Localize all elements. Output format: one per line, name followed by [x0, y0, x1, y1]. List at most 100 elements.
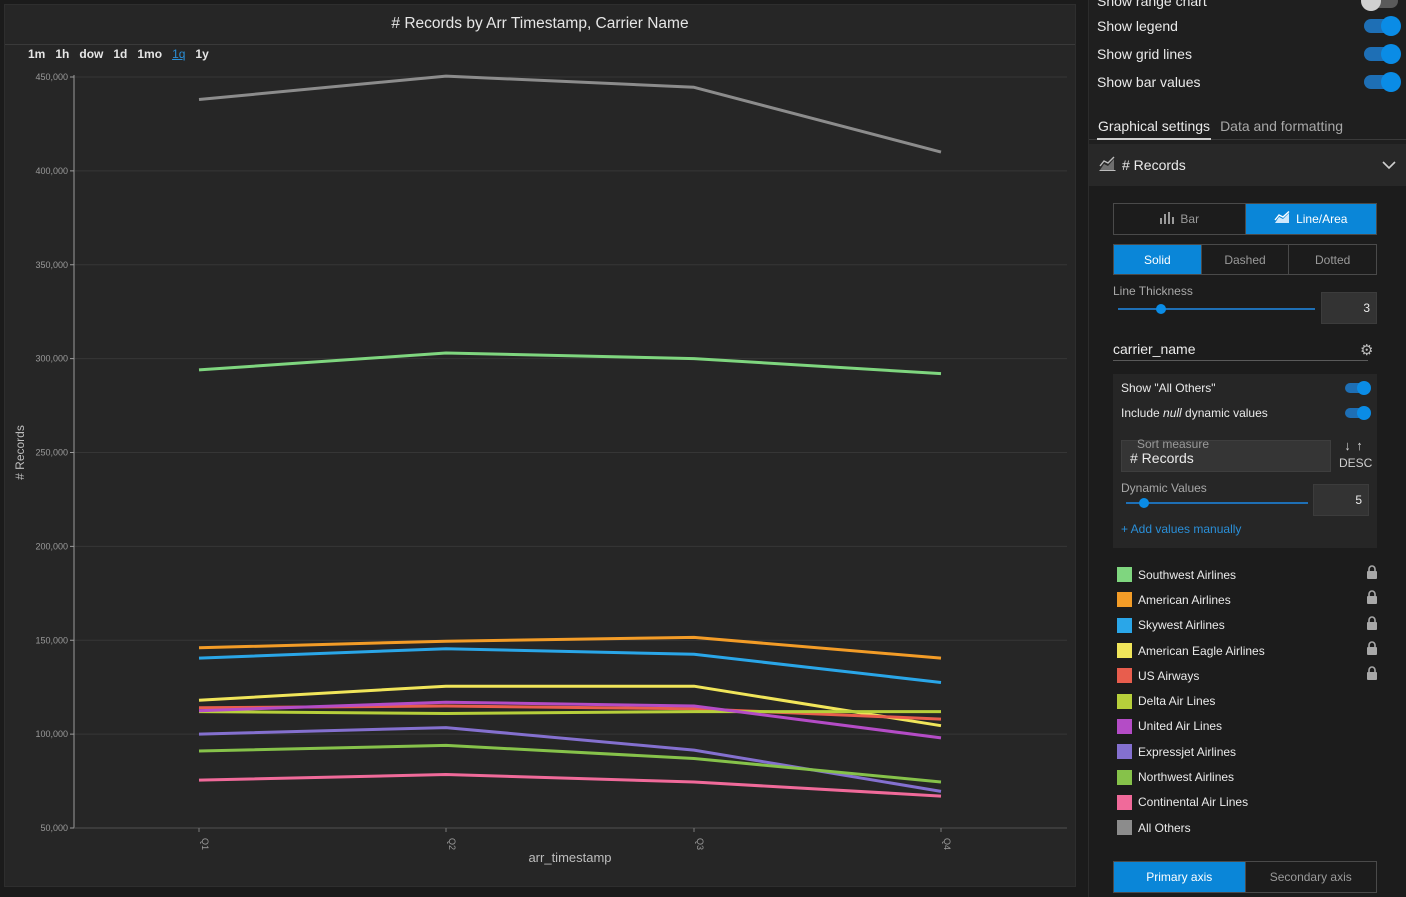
series-line[interactable] — [198, 351, 942, 376]
series-color-swatch[interactable] — [1117, 794, 1132, 810]
axis-selector: Primary axis Secondary axis — [1113, 861, 1377, 893]
series-item[interactable]: Continental Air Lines — [1117, 790, 1381, 815]
chart-type-bar-button[interactable]: Bar — [1114, 204, 1246, 234]
line-style-dashed-button[interactable]: Dashed — [1202, 245, 1290, 274]
toggle-label-bar-values: Show bar values — [1097, 74, 1201, 90]
y-tick-label: 400,000 — [35, 166, 68, 176]
line-style-dotted-button[interactable]: Dotted — [1315, 252, 1351, 267]
granularity-1y-button[interactable]: 1y — [195, 47, 209, 61]
y-tick-label: 150,000 — [35, 635, 68, 645]
sort-direction-button[interactable]: ↓ ↑ DESC — [1339, 438, 1372, 470]
series-color-swatch[interactable] — [1117, 617, 1132, 633]
series-line[interactable] — [198, 773, 942, 798]
line-chart: 50,000 100,000 150,000 200,000 250,000 300,00… — [13, 72, 1067, 865]
x-tick-label: Q1 — [200, 838, 210, 850]
series-color-swatch[interactable] — [1117, 718, 1132, 734]
series-label: Delta Air Lines — [1138, 694, 1216, 709]
chart-panel: # Records by Arr Timestamp, Carrier Name… — [4, 4, 1076, 887]
chevron-down-icon[interactable] — [1382, 157, 1396, 173]
series-color-swatch[interactable] — [1117, 567, 1132, 583]
show-all-others-row: Show "All Others" — [1121, 379, 1371, 397]
series-item[interactable]: United Air Lines — [1117, 714, 1381, 739]
secondary-axis-button[interactable]: Secondary axis — [1269, 870, 1352, 884]
series-label: Continental Air Lines — [1138, 795, 1249, 810]
lock-icon[interactable] — [1366, 615, 1378, 630]
dimension-settings-box: Show "All Others" Include null dynamic v… — [1113, 374, 1377, 548]
range-chart-toggle[interactable] — [1361, 0, 1398, 11]
series-color-swatch[interactable] — [1117, 744, 1132, 760]
dynamic-values-input[interactable]: 5 — [1313, 484, 1369, 516]
sort-measure-select[interactable]: Sort measure # Records — [1121, 437, 1331, 472]
series-label: United Air Lines — [1138, 719, 1223, 734]
toggle-row-legend: Show legend — [1097, 14, 1401, 38]
series-item[interactable]: All Others — [1117, 815, 1381, 840]
legend-toggle[interactable] — [1364, 16, 1401, 36]
series-item[interactable]: Expressjet Airlines — [1117, 739, 1381, 764]
series-item[interactable]: American Eagle Airlines — [1117, 638, 1381, 663]
y-tick-label: 100,000 — [35, 729, 68, 739]
series-item[interactable]: Northwest Airlines — [1117, 764, 1381, 789]
granularity-1m-button[interactable]: 1m — [28, 47, 46, 61]
lock-icon[interactable] — [1366, 666, 1378, 681]
series-label: Northwest Airlines — [1138, 770, 1235, 785]
lock-icon[interactable] — [1366, 641, 1378, 655]
granularity-1d-button[interactable]: 1d — [113, 47, 128, 61]
series-item[interactable]: Southwest Airlines — [1117, 562, 1381, 587]
settings-panel: Show range chart Show legend Show grid l… — [1088, 0, 1406, 897]
series-item[interactable]: Skywest Airlines — [1117, 613, 1381, 638]
measure-section-header[interactable]: # Records — [1089, 144, 1406, 186]
x-axis-title: arr_timestamp — [528, 850, 611, 865]
series-color-swatch[interactable] — [1117, 668, 1132, 684]
series-line[interactable] — [198, 635, 942, 660]
y-tick-label: 350,000 — [35, 260, 68, 270]
series-line[interactable] — [198, 726, 942, 793]
series-item[interactable]: American Airlines — [1117, 587, 1381, 612]
chart-type-line-area-label: Line/Area — [1296, 212, 1348, 226]
tab-graphical-settings[interactable]: Graphical settings — [1097, 112, 1212, 140]
series-label: American Airlines — [1138, 592, 1231, 607]
bar-values-toggle[interactable] — [1364, 72, 1401, 92]
series-label: US Airways — [1138, 668, 1200, 683]
granularity-1q-button[interactable]: 1q — [172, 47, 186, 61]
granularity-selector: 1m 1h dow 1d 1mo 1q 1y — [27, 47, 210, 65]
chart-title: # Records by Arr Timestamp, Carrier Name — [5, 5, 1075, 45]
granularity-dow-button[interactable]: dow — [79, 47, 104, 61]
series-line[interactable] — [198, 647, 942, 684]
tab-data-and-formatting[interactable]: Data and formatting — [1220, 118, 1344, 134]
series-color-swatch[interactable] — [1117, 643, 1132, 659]
series-label: American Eagle Airlines — [1138, 643, 1265, 658]
series-line[interactable] — [198, 710, 941, 715]
line-thickness-input[interactable]: 3 — [1321, 292, 1377, 324]
grid-lines-toggle[interactable] — [1364, 44, 1401, 64]
series-color-swatch[interactable] — [1117, 820, 1132, 836]
granularity-1mo-button[interactable]: 1mo — [137, 47, 163, 61]
bar-chart-icon — [1159, 211, 1175, 227]
series-label: Expressjet Airlines — [1138, 744, 1237, 759]
series-line[interactable] — [198, 743, 942, 784]
chart-type-line-area-button[interactable]: Line/Area — [1245, 204, 1376, 234]
series-line[interactable] — [198, 684, 942, 728]
line-thickness-label: Line Thickness — [1113, 284, 1193, 298]
lock-icon[interactable] — [1366, 590, 1378, 605]
granularity-1h-button[interactable]: 1h — [55, 47, 70, 61]
gear-icon[interactable]: ⚙ — [1360, 342, 1374, 359]
series-line[interactable] — [198, 74, 942, 154]
show-all-others-toggle[interactable] — [1345, 381, 1371, 395]
chart-type-selector: Bar Line/Area — [1113, 203, 1377, 235]
primary-axis-button[interactable]: Primary axis — [1114, 862, 1246, 892]
x-tick-label: Q4 — [942, 838, 952, 850]
add-values-manually-link[interactable]: + Add values manually — [1121, 522, 1242, 536]
lock-icon[interactable] — [1366, 565, 1378, 579]
toggle-row-grid-lines: Show grid lines — [1097, 42, 1401, 66]
series-color-swatch[interactable] — [1117, 693, 1132, 709]
series-line[interactable] — [198, 700, 942, 740]
toggle-row-range-chart: Show range chart — [1097, 0, 1398, 13]
series-item[interactable]: Delta Air Lines — [1117, 688, 1381, 713]
series-color-swatch[interactable] — [1117, 769, 1132, 785]
series-color-swatch[interactable] — [1117, 592, 1132, 608]
series-item[interactable]: US Airways — [1117, 663, 1381, 688]
line-thickness-slider[interactable] — [1118, 304, 1315, 314]
dynamic-values-slider[interactable] — [1126, 498, 1308, 508]
include-null-toggle[interactable] — [1345, 406, 1371, 420]
line-style-solid-button[interactable]: Solid — [1114, 245, 1202, 274]
